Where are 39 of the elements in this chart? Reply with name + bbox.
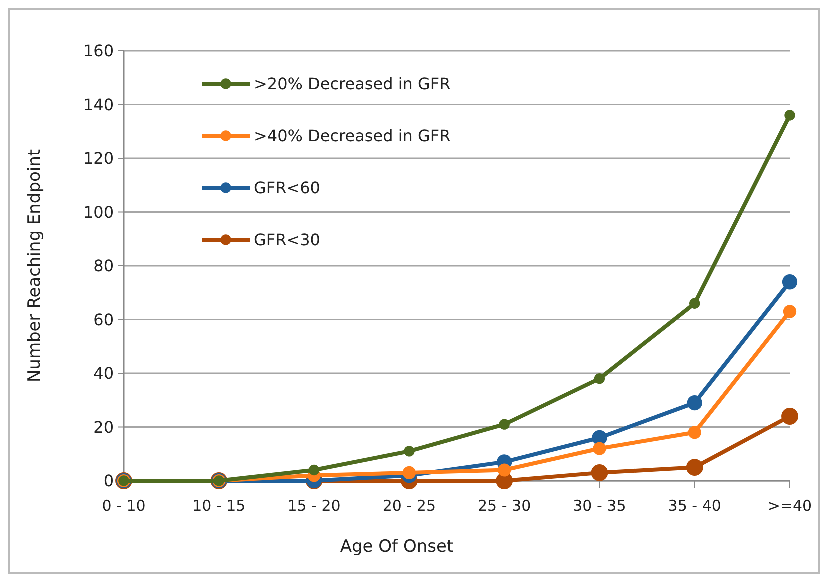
point	[782, 274, 798, 290]
x-tick-label: >=40	[768, 497, 812, 515]
y-tick-label: 140	[83, 95, 114, 114]
point	[404, 446, 415, 457]
y-tick-label: 160	[83, 42, 114, 61]
point	[498, 464, 512, 477]
point	[687, 396, 702, 411]
x-tick-label: 25 - 30	[478, 497, 532, 515]
point	[308, 464, 320, 476]
point	[591, 464, 608, 482]
point	[499, 419, 510, 430]
point	[688, 426, 702, 440]
point	[686, 459, 704, 476]
x-tick-label: 20 - 25	[382, 497, 436, 515]
y-tick-label: 0	[104, 472, 114, 491]
x-tick-label: 0 - 10	[102, 497, 146, 515]
point	[594, 374, 606, 384]
y-tick-label: 20	[94, 418, 114, 437]
x-tick-label: 35 - 40	[668, 497, 722, 515]
legend-label: GFR<60	[254, 178, 320, 198]
x-tick-label: 15 - 20	[288, 497, 341, 515]
point	[690, 298, 700, 309]
point	[783, 305, 797, 318]
x-tick-label: 10 - 15	[192, 497, 246, 515]
y-tick-label: 100	[83, 202, 114, 222]
legend-label: >40% Decreased in GFR	[254, 126, 451, 146]
point	[782, 408, 798, 425]
point	[784, 110, 796, 121]
legend-label: GFR<30	[254, 230, 320, 250]
point	[593, 442, 606, 456]
y-tick-label: 40	[94, 364, 114, 384]
y-tick-label: 120	[83, 149, 114, 168]
y-tick-label: 60	[94, 310, 114, 330]
point	[402, 466, 416, 480]
y-axis-title: Number Reaching Endpoint	[25, 149, 45, 383]
x-tick-label: 30 - 35	[573, 497, 626, 515]
x-axis-title: Age Of Onset	[340, 537, 454, 557]
legend-label: >20% Decreased in GFR	[254, 74, 451, 94]
y-tick-label: 80	[94, 256, 114, 276]
